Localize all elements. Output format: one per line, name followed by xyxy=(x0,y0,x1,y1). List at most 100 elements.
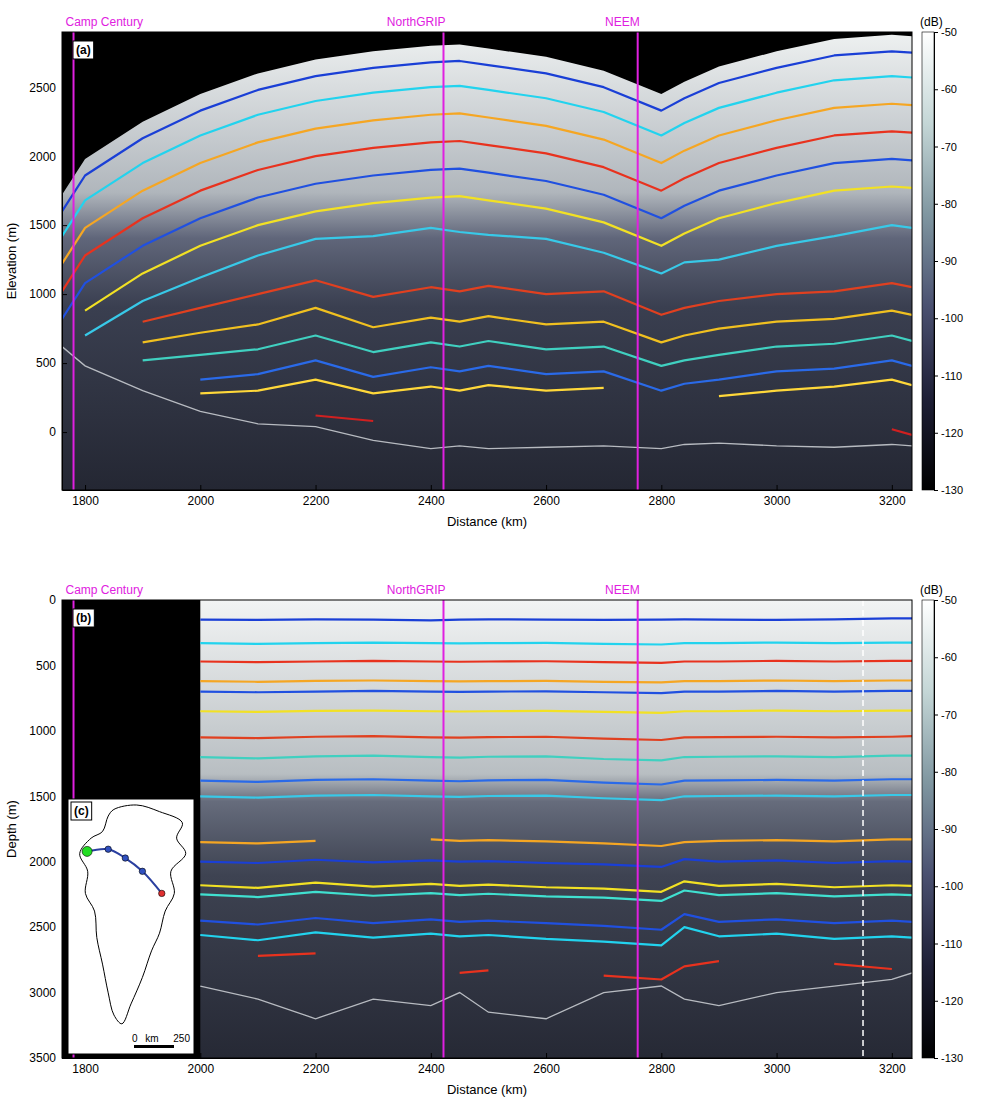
tick-label: 0 xyxy=(49,425,56,439)
track-point xyxy=(122,855,128,861)
site-label: NEEM xyxy=(605,583,640,597)
coastline xyxy=(80,805,186,1024)
inset-box xyxy=(68,799,194,1054)
layer-trace xyxy=(62,51,912,211)
inset-label: (c) xyxy=(74,804,89,818)
tick-mark xyxy=(62,927,67,928)
site-line xyxy=(637,32,639,490)
tick-mark xyxy=(200,1053,201,1058)
tick: 1000 xyxy=(29,724,67,738)
tick: 2600 xyxy=(533,485,560,508)
axis-line xyxy=(63,490,913,491)
layer-trace xyxy=(200,756,912,761)
layer-trace xyxy=(200,859,912,867)
tick: 1500 xyxy=(29,218,67,232)
tick-mark xyxy=(934,89,938,90)
scale-unit: km xyxy=(145,1033,158,1044)
layer-trace xyxy=(200,891,912,901)
layer-trace xyxy=(143,308,912,342)
layer-trace xyxy=(62,76,912,236)
inset-label-box xyxy=(71,802,92,820)
layer-trace xyxy=(200,680,912,682)
tick: 1800 xyxy=(72,1053,99,1076)
tick-mark xyxy=(934,376,938,377)
tick-mark xyxy=(62,363,67,364)
tick: 2000 xyxy=(187,1053,214,1076)
tick: -100 xyxy=(934,880,963,892)
tick-mark xyxy=(546,485,547,490)
tick-label: -80 xyxy=(941,766,957,778)
tick-label: 2200 xyxy=(303,494,330,508)
y-axis: 0500100015002000250030003500 xyxy=(29,593,67,1065)
tick-label: 2600 xyxy=(533,494,560,508)
tick: 2800 xyxy=(648,485,675,508)
tick-label: -90 xyxy=(941,255,957,267)
track-point xyxy=(82,846,92,856)
scale-label: 250 xyxy=(173,1033,190,1044)
tick-label: -120 xyxy=(941,427,963,439)
tick: 3000 xyxy=(764,485,791,508)
tick-label: -100 xyxy=(941,880,963,892)
tick: 2800 xyxy=(648,1053,675,1076)
tick: -130 xyxy=(934,1052,963,1064)
tick-label: -80 xyxy=(941,198,957,210)
tick-label: -70 xyxy=(941,709,957,721)
tick: 3000 xyxy=(764,1053,791,1076)
colorbar-axis: -130-120-110-100-90-80-70-60-50 xyxy=(934,594,963,1064)
tick-label: 500 xyxy=(36,356,56,370)
tick-mark xyxy=(431,1053,432,1058)
tick-mark xyxy=(62,156,67,157)
tick: 3000 xyxy=(29,986,67,1000)
tick-mark xyxy=(934,433,938,434)
tick-label: 3200 xyxy=(879,494,906,508)
tick-label: 1500 xyxy=(29,218,56,232)
colorbar-axis: -130-120-110-100-90-80-70-60-50 xyxy=(934,26,963,496)
layer-trace xyxy=(200,643,912,645)
tick-mark xyxy=(934,318,938,319)
tick-mark xyxy=(62,796,67,797)
track-point xyxy=(139,868,145,874)
tick-mark xyxy=(777,1053,778,1058)
panel-label-box xyxy=(73,41,94,59)
tick: 500 xyxy=(36,356,67,370)
tick-label: 500 xyxy=(36,659,56,673)
bed-reflection xyxy=(200,973,912,1019)
panel-label-box xyxy=(73,609,94,627)
tick-label: 1800 xyxy=(72,1062,99,1076)
tick: 2400 xyxy=(418,1053,445,1076)
tick-label: -100 xyxy=(941,312,963,324)
tick-mark xyxy=(934,715,938,716)
plot-background xyxy=(62,600,912,1058)
panel-label: (b) xyxy=(73,609,94,627)
tick-mark xyxy=(661,1053,662,1058)
tick: -110 xyxy=(934,938,962,950)
tick-mark xyxy=(934,32,938,33)
tick-mark xyxy=(431,485,432,490)
tick-label: 3000 xyxy=(29,986,56,1000)
panel-label-text: (a) xyxy=(76,43,91,57)
tick-label: -120 xyxy=(941,995,963,1007)
tick: 2500 xyxy=(29,81,67,95)
layer-trace xyxy=(200,360,912,390)
tick-label: 2500 xyxy=(29,81,56,95)
tick: 2400 xyxy=(418,485,445,508)
site-line xyxy=(442,32,444,490)
site-label: NEEM xyxy=(605,15,640,29)
tick: -60 xyxy=(934,83,957,95)
tick-mark xyxy=(892,1053,893,1058)
tick-mark xyxy=(892,485,893,490)
tick: 3200 xyxy=(879,1053,906,1076)
layer-trace xyxy=(200,914,912,930)
scale-label: 0 xyxy=(132,1033,138,1044)
tick-mark xyxy=(62,600,67,601)
colorbar xyxy=(922,600,934,1058)
tick-label: 0 xyxy=(49,593,56,607)
site-line xyxy=(73,32,75,490)
tick-mark xyxy=(934,657,938,658)
tick: -70 xyxy=(934,141,957,153)
tick-label: 1000 xyxy=(29,287,56,301)
tick: 1500 xyxy=(29,790,67,804)
tick-label: 3500 xyxy=(29,1051,56,1065)
tick-mark xyxy=(62,731,67,732)
tick: 2200 xyxy=(303,485,330,508)
